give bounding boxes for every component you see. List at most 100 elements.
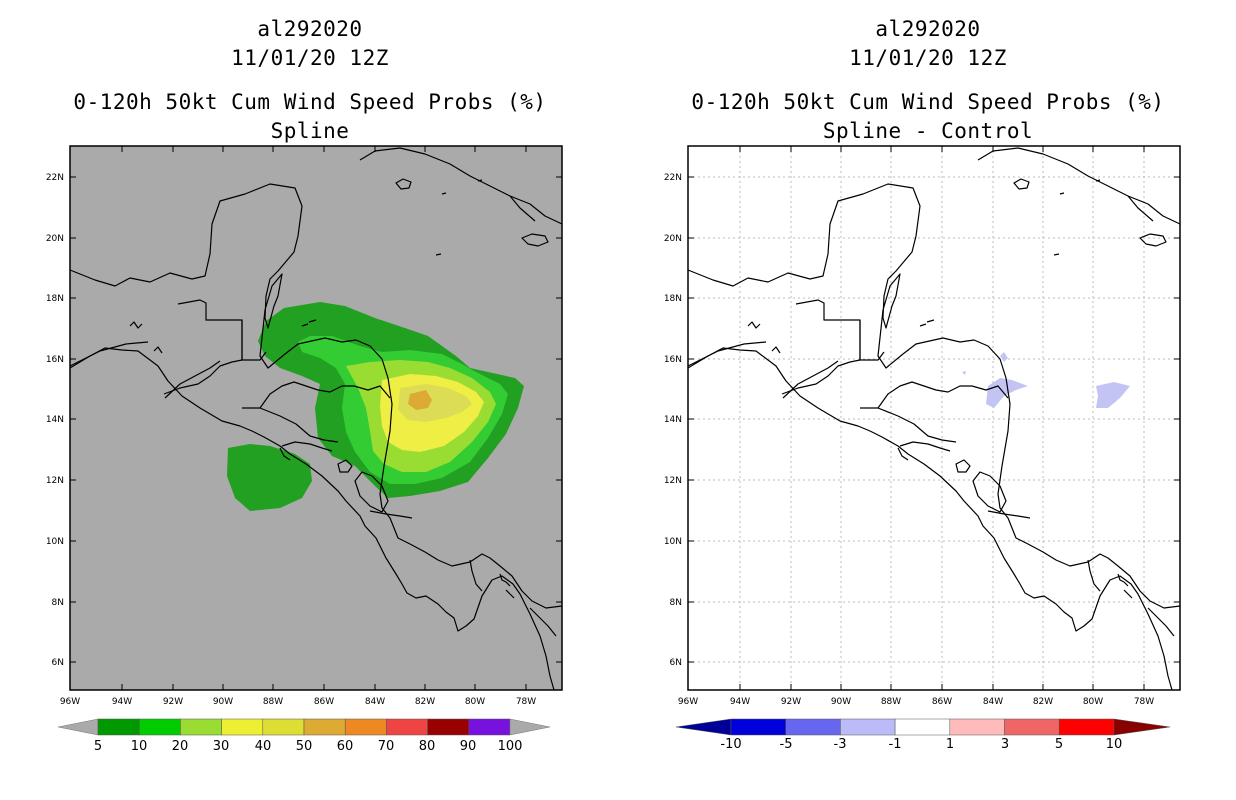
right-background	[688, 146, 1180, 690]
right-colorbar-high-end	[1113, 718, 1171, 736]
left-cb-label: 40	[255, 739, 272, 754]
lon-label: 96W	[60, 697, 80, 707]
lon-label: 92W	[163, 697, 183, 707]
lat-label: 6N	[670, 658, 682, 668]
lon-label: 90W	[831, 697, 851, 707]
right-cb-label: -1	[889, 737, 902, 752]
lat-label: 8N	[52, 598, 64, 608]
lon-label: 96W	[678, 697, 698, 707]
right-colorbar-cell	[1004, 718, 1060, 736]
right-date: 11/01/20 12Z	[849, 46, 1007, 70]
lat-label: 20N	[46, 234, 64, 244]
lat-label: 10N	[46, 537, 64, 547]
lon-label: 82W	[1033, 697, 1053, 707]
left-colorbar-cell	[344, 718, 387, 736]
left-colorbar-high-end	[509, 718, 551, 736]
lat-label: 22N	[664, 173, 682, 183]
left-cb-label: 70	[378, 739, 395, 754]
lat-label: 14N	[664, 415, 682, 425]
right-colorbar-cell	[1058, 718, 1115, 736]
left-cb-label: 20	[172, 739, 189, 754]
right-cb-label: 10	[1106, 737, 1123, 752]
left-colorbar-cell	[386, 718, 428, 736]
right-difference-contours	[962, 352, 1130, 408]
left-cb-label: 90	[460, 739, 477, 754]
lon-label: 84W	[983, 697, 1003, 707]
left-colorbar-cell	[97, 718, 140, 736]
right-cb-label: -10	[720, 737, 741, 752]
left-contour-50pct	[408, 390, 432, 410]
lon-label: 86W	[932, 697, 952, 707]
lon-label: 78W	[516, 697, 536, 707]
left-frame	[69, 145, 563, 691]
right-lat-labels: 22N 20N 18N 16N 14N 12N 10N 8N 6N	[664, 173, 682, 668]
lat-label: 6N	[52, 658, 64, 668]
left-colorbar-cell	[180, 718, 222, 736]
lat-label: 10N	[664, 537, 682, 547]
lon-label: 78W	[1134, 697, 1154, 707]
right-title: 0-120h 50kt Cum Wind Speed Probs (%)	[691, 90, 1165, 114]
lon-label: 82W	[415, 697, 435, 707]
lat-label: 16N	[664, 355, 682, 365]
left-colorbar-low-end	[57, 718, 99, 736]
right-colorbar-cell	[949, 718, 1005, 736]
right-diff-negative-area-4	[962, 371, 966, 375]
right-frame	[687, 145, 1181, 691]
lon-label: 90W	[213, 697, 233, 707]
right-cb-label: 3	[1001, 737, 1009, 752]
right-diff-negative-area-3	[1000, 352, 1008, 362]
lat-label: 16N	[46, 355, 64, 365]
left-cb-label: 100	[498, 739, 523, 754]
left-colorbar-cell	[221, 718, 264, 736]
lon-label: 88W	[881, 697, 901, 707]
right-subtitle: Spline - Control	[822, 119, 1034, 143]
left-date: 11/01/20 12Z	[231, 46, 389, 70]
lon-label: 80W	[465, 697, 485, 707]
right-colorbar-cell	[894, 718, 951, 736]
right-colorbar-cell	[840, 718, 896, 736]
lat-label: 14N	[46, 415, 64, 425]
right-lon-labels: 96W 94W 92W 90W 88W 86W 84W 82W 80W 78W	[678, 697, 1154, 707]
right-colorbar-low-end	[675, 718, 732, 736]
right-cb-label: -3	[834, 737, 847, 752]
right-map-panel	[687, 145, 1181, 691]
lat-label: 12N	[46, 476, 64, 486]
left-title: 0-120h 50kt Cum Wind Speed Probs (%)	[73, 90, 547, 114]
lat-label: 18N	[46, 294, 64, 304]
left-contour-5pct-pacific	[227, 444, 312, 511]
right-colorbar: -10 -5 -3 -1 1 3 5 10	[675, 718, 1171, 752]
lat-label: 20N	[664, 234, 682, 244]
left-colorbar: 5 10 20 30 40 50 60 70 80 90 100	[57, 718, 551, 754]
left-colorbar-cell	[138, 718, 181, 736]
left-cb-label: 10	[131, 739, 148, 754]
right-diff-negative-area-2	[1096, 382, 1130, 408]
right-colorbar-cell	[785, 718, 841, 736]
left-cb-label: 30	[213, 739, 230, 754]
left-lon-labels: 96W 94W 92W 90W 88W 86W 84W 82W 80W 78W	[60, 697, 536, 707]
left-cb-label: 80	[419, 739, 436, 754]
right-colorbar-cell	[730, 718, 786, 736]
right-cb-label: 5	[1055, 737, 1063, 752]
left-subtitle: Spline	[270, 119, 350, 143]
lon-label: 84W	[365, 697, 385, 707]
lat-label: 8N	[670, 598, 682, 608]
right-cb-label: 1	[946, 737, 954, 752]
left-colorbar-cell	[427, 718, 470, 736]
left-colorbar-cell	[468, 718, 511, 736]
left-colorbar-cell	[303, 718, 346, 736]
lon-label: 88W	[263, 697, 283, 707]
left-colorbar-cell	[262, 718, 305, 736]
left-cb-label: 5	[94, 739, 102, 754]
left-cb-label: 50	[296, 739, 313, 754]
right-storm-id: al292020	[875, 17, 981, 41]
lon-label: 94W	[730, 697, 750, 707]
lat-label: 22N	[46, 173, 64, 183]
right-cb-label: -5	[780, 737, 793, 752]
lon-label: 80W	[1083, 697, 1103, 707]
lon-label: 94W	[112, 697, 132, 707]
lat-label: 12N	[664, 476, 682, 486]
left-cb-label: 60	[337, 739, 354, 754]
right-diff-negative-area-1	[986, 378, 1028, 408]
lat-label: 18N	[664, 294, 682, 304]
